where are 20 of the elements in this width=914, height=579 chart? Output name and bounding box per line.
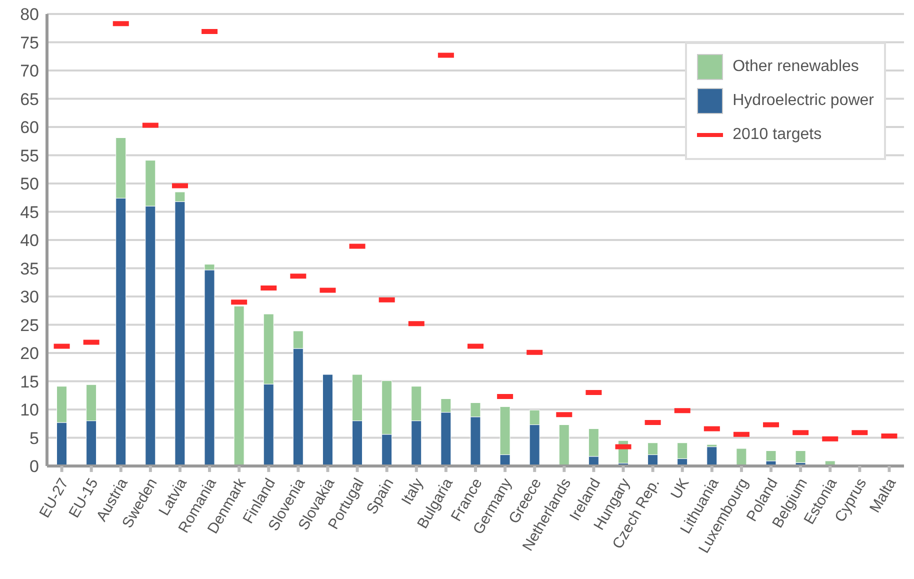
legend-label: 2010 targets: [732, 126, 822, 144]
y-tick-label: 55: [20, 146, 39, 166]
y-tick-label: 65: [20, 90, 39, 109]
y-tick-label: 80: [20, 5, 39, 24]
y-tick-label: 40: [20, 231, 39, 250]
y-tick-label: 75: [20, 33, 39, 52]
y-tick-label: 15: [20, 372, 39, 392]
y-tick-label: 70: [20, 62, 39, 81]
y-tick-label: 25: [20, 316, 39, 335]
y-tick-label: 20: [20, 344, 39, 364]
y-tick-label: 60: [20, 118, 39, 138]
y-tick-label: 45: [20, 202, 39, 222]
legend-label: Hydroelectric power: [732, 92, 874, 110]
y-tick-label: 50: [20, 174, 39, 194]
y-tick-label: 30: [20, 288, 39, 307]
y-tick-label: 5: [30, 428, 39, 448]
y-tick-label: 35: [20, 259, 39, 278]
y-tick-label: 10: [20, 400, 39, 420]
legend-label: Other renewables: [732, 58, 859, 76]
y-tick-label: 0: [30, 457, 39, 476]
